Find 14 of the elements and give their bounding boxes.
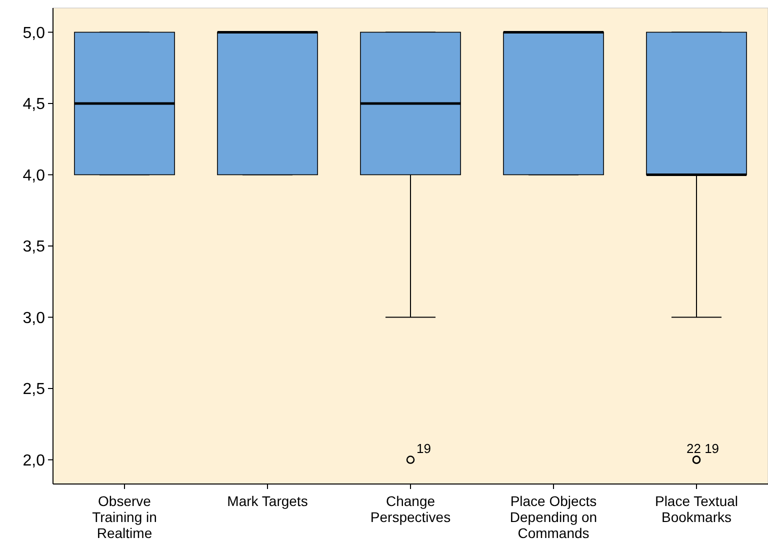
annotation: 22 19 bbox=[686, 440, 720, 456]
x-tick-label: Observe Training in Realtime bbox=[92, 493, 157, 541]
x-tick-label: Change Perspectives bbox=[370, 493, 451, 525]
y-tick-label: 4,5 bbox=[22, 96, 46, 114]
x-tick-label: Place Objects Depending on Commands bbox=[510, 493, 598, 541]
y-tick-label: 4,0 bbox=[22, 167, 46, 184]
y-tick-label: 5,0 bbox=[22, 24, 46, 42]
x-tick-label: Place Textual Bookmarks bbox=[654, 493, 738, 525]
y-tick-label: 2,0 bbox=[22, 452, 46, 470]
y-tick-label: 2,5 bbox=[22, 381, 46, 398]
y-tick-label: 3,5 bbox=[22, 238, 46, 256]
annotation: 19 bbox=[416, 440, 431, 456]
x-tick-label: Mark Targets bbox=[227, 493, 308, 509]
y-tick-label: 3,0 bbox=[22, 310, 46, 327]
